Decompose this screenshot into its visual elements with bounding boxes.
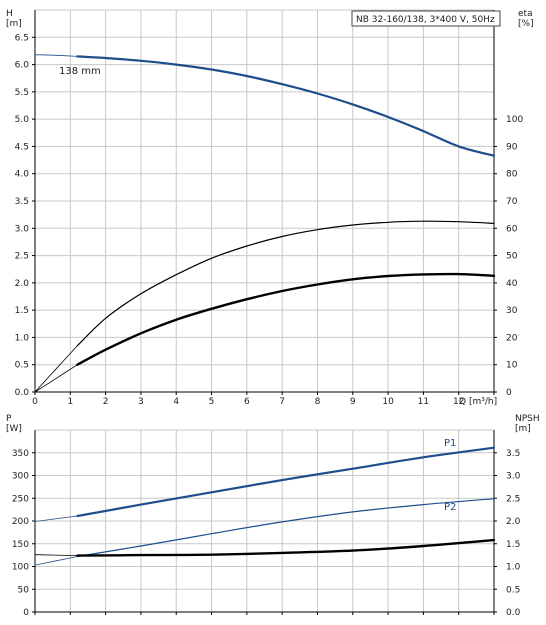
y-left-tick-label: 4.5 xyxy=(15,142,29,152)
y-left-tick-label: 2.0 xyxy=(15,279,30,289)
top-x-axis-label: Q [m³/h] xyxy=(459,397,497,407)
y-right-tick-label: 70 xyxy=(506,197,518,207)
x-tick-label: 4 xyxy=(173,397,179,407)
x-tick-label: 11 xyxy=(418,397,429,407)
p2-series-label: P2 xyxy=(444,502,456,513)
x-tick-label: 10 xyxy=(382,397,394,407)
series-line-p1-extension xyxy=(34,515,78,522)
x-tick-label: 0 xyxy=(32,397,38,407)
y-right-tick-label: 0.5 xyxy=(506,585,520,595)
x-tick-label: 3 xyxy=(138,397,144,407)
y-left-tick-label: 2.5 xyxy=(15,252,29,262)
p1-series-label: P1 xyxy=(444,438,456,449)
series-line-npsh-extension xyxy=(34,554,78,556)
y-left-tick-label: 50 xyxy=(18,585,30,595)
y-left-tick-label: 0.5 xyxy=(15,361,29,371)
y-right-tick-label: 10 xyxy=(506,361,518,371)
y-left-tick-label: 0.0 xyxy=(15,388,30,398)
y-right-tick-label: 1.0 xyxy=(506,563,521,573)
bottom-right-axis-label: NPSH [m] xyxy=(515,414,540,434)
series-line-p2-extension xyxy=(34,556,78,566)
y-left-tick-label: 1.0 xyxy=(15,333,30,343)
y-right-tick-label: 3.5 xyxy=(506,449,520,459)
series-line-efficiency-pump xyxy=(76,272,496,366)
x-tick-label: 5 xyxy=(209,397,215,407)
y-left-tick-label: 6.0 xyxy=(15,61,30,71)
y-left-tick-label: 150 xyxy=(12,540,29,550)
y-right-tick-label: 40 xyxy=(506,279,518,289)
y-right-tick-label: 1.5 xyxy=(506,540,520,550)
y-left-tick-label: 1.5 xyxy=(15,306,29,316)
series-line-head xyxy=(76,55,496,157)
y-left-tick-label: 200 xyxy=(12,517,29,527)
x-tick-label: 7 xyxy=(279,397,285,407)
y-right-tick-label: 80 xyxy=(506,170,518,180)
x-tick-label: 9 xyxy=(350,397,356,407)
series-line-efficiency-pump-extension xyxy=(34,364,78,393)
series-line-efficiency-total-extension xyxy=(34,345,78,393)
x-tick-label: 6 xyxy=(244,397,250,407)
chart-title: NB 32-160/138, 3*400 V, 50Hz xyxy=(356,15,495,25)
y-left-tick-label: 0 xyxy=(23,608,29,618)
x-tick-label: 1 xyxy=(67,397,73,407)
y-right-tick-label: 0 xyxy=(506,388,512,398)
x-tick-label: 2 xyxy=(103,397,109,407)
impeller-diameter-label: 138 mm xyxy=(59,66,101,77)
series-line-head-extension xyxy=(34,54,78,57)
y-left-tick-label: 3.0 xyxy=(15,224,30,234)
y-right-tick-label: 100 xyxy=(506,115,523,125)
y-left-tick-label: 5.5 xyxy=(15,88,29,98)
y-left-tick-label: 350 xyxy=(12,449,29,459)
y-left-tick-label: 250 xyxy=(12,494,29,504)
top-left-axis-label: H [m] xyxy=(6,9,22,29)
x-tick-label: 8 xyxy=(315,397,321,407)
x-tick-label: 12 xyxy=(453,397,464,407)
y-right-tick-label: 20 xyxy=(506,333,518,343)
y-right-tick-label: 50 xyxy=(506,252,518,262)
y-right-tick-label: 2.5 xyxy=(506,494,520,504)
chart-title-box xyxy=(351,10,501,27)
bottom-grid xyxy=(34,429,495,613)
series-layer xyxy=(34,54,496,566)
series-line-npsh xyxy=(76,538,496,557)
top-ticks: 0 1 2 3 4 5 6 7 8 9 10 11 120.00.51.01.52.02.53.03.5… xyxy=(15,33,524,407)
y-left-tick-label: 6.5 xyxy=(15,33,29,43)
top-grid xyxy=(34,9,495,393)
y-right-tick-label: 0.0 xyxy=(506,608,521,618)
y-left-tick-label: 100 xyxy=(12,563,29,573)
series-line-p2 xyxy=(76,498,495,558)
y-right-tick-label: 30 xyxy=(506,306,518,316)
bottom-left-axis-label: P [W] xyxy=(6,414,22,434)
y-left-tick-label: 4.0 xyxy=(15,170,30,180)
series-line-efficiency-total xyxy=(76,220,495,347)
y-right-tick-label: 3.0 xyxy=(506,472,521,482)
y-left-tick-label: 3.5 xyxy=(15,197,29,207)
bottom-ticks: 0 50 100 150 200 250 300 350 0.0 0.5 1.0 1.5 2.0 2.5 3… xyxy=(12,449,521,618)
y-left-tick-label: 300 xyxy=(12,472,29,482)
y-left-tick-label: 5.0 xyxy=(15,115,30,125)
y-right-tick-label: 2.0 xyxy=(506,517,521,527)
series-line-p1 xyxy=(76,446,496,518)
top-right-axis-label: eta [%] xyxy=(518,9,534,29)
y-right-tick-label: 90 xyxy=(506,142,518,152)
y-right-tick-label: 60 xyxy=(506,224,518,234)
